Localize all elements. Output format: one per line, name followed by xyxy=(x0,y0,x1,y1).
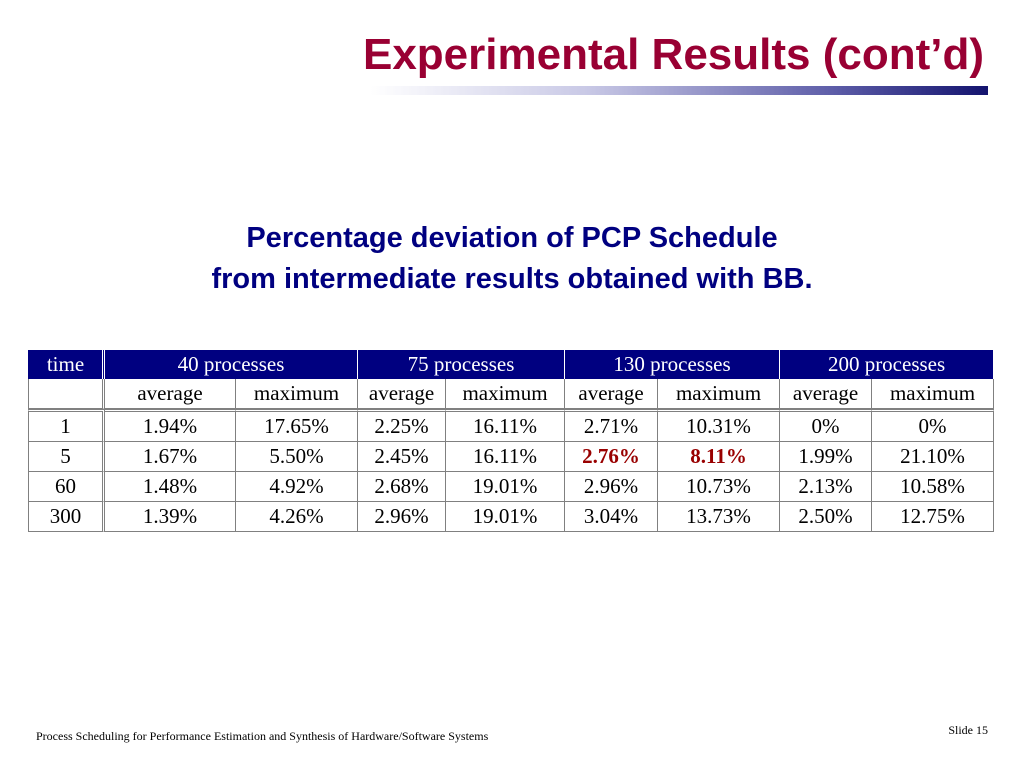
subheader-cell: maximum xyxy=(872,379,995,409)
slide-label: Slide xyxy=(948,723,973,737)
title-underline xyxy=(370,86,988,95)
table-cell: 19.01% xyxy=(446,502,566,532)
table-cell: 4.26% xyxy=(236,502,359,532)
table-cell: 21.10% xyxy=(872,442,995,472)
group-header-75: 75 processes xyxy=(358,350,566,379)
group-header-row: time 40 processes 75 processes 130 proce… xyxy=(28,350,995,379)
table-cell: 2.45% xyxy=(358,442,447,472)
table-cell: 1.39% xyxy=(105,502,236,532)
subheader-cell: maximum xyxy=(446,379,566,409)
empty-header-cell xyxy=(28,379,105,409)
table-cell: 2.71% xyxy=(565,409,659,442)
table-cell: 17.65% xyxy=(236,409,359,442)
table-cell: 2.96% xyxy=(565,472,659,502)
table-cell: 2.50% xyxy=(780,502,873,532)
time-cell: 5 xyxy=(28,442,105,472)
table-cell: 4.92% xyxy=(236,472,359,502)
table-cell: 10.31% xyxy=(658,409,781,442)
subheader-row: average maximum average maximum average … xyxy=(28,379,995,409)
table-cell: 1.67% xyxy=(105,442,236,472)
table-cell: 1.48% xyxy=(105,472,236,502)
table-cell: 1.99% xyxy=(780,442,873,472)
table-cell: 19.01% xyxy=(446,472,566,502)
time-cell: 60 xyxy=(28,472,105,502)
table-caption-line-1: Percentage deviation of PCP Schedule xyxy=(246,222,778,254)
table-row: 5 1.67% 5.50% 2.45% 16.11% 2.76% 8.11% 1… xyxy=(28,442,995,472)
footer-text: Process Scheduling for Performance Estim… xyxy=(36,729,489,743)
table-cell: 5.50% xyxy=(236,442,359,472)
group-header-130: 130 processes xyxy=(565,350,781,379)
table-cell: 0% xyxy=(780,409,873,442)
time-cell: 1 xyxy=(28,409,105,442)
time-cell: 300 xyxy=(28,502,105,532)
slide-title: Experimental Results (cont’d) xyxy=(362,30,984,79)
table-cell: 0% xyxy=(872,409,995,442)
subheader-cell: maximum xyxy=(658,379,781,409)
table-cell: 1.94% xyxy=(105,409,236,442)
group-header-200: 200 processes xyxy=(780,350,995,379)
slide-number-value: 15 xyxy=(976,723,988,737)
subheader-cell: average xyxy=(780,379,873,409)
group-header-40: 40 processes xyxy=(105,350,359,379)
table-cell: 10.58% xyxy=(872,472,995,502)
results-table: time 40 processes 75 processes 130 proce… xyxy=(28,350,995,532)
table-cell: 2.96% xyxy=(358,502,447,532)
table-row: 1 1.94% 17.65% 2.25% 16.11% 2.71% 10.31%… xyxy=(28,409,995,442)
table-cell: 16.11% xyxy=(446,442,566,472)
table-cell: 2.25% xyxy=(358,409,447,442)
table-cell: 2.13% xyxy=(780,472,873,502)
table-row: 60 1.48% 4.92% 2.68% 19.01% 2.96% 10.73%… xyxy=(28,472,995,502)
table-cell: 2.68% xyxy=(358,472,447,502)
table-cell: 16.11% xyxy=(446,409,566,442)
time-header: time xyxy=(28,350,105,379)
table-cell: 3.04% xyxy=(565,502,659,532)
highlighted-cell: 2.76% xyxy=(565,442,659,472)
subheader-cell: average xyxy=(358,379,447,409)
table-caption-line-2: from intermediate results obtained with … xyxy=(211,263,813,295)
table-cell: 12.75% xyxy=(872,502,995,532)
table-cell: 10.73% xyxy=(658,472,781,502)
subheader-cell: average xyxy=(105,379,236,409)
table-cell: 13.73% xyxy=(658,502,781,532)
subheader-cell: maximum xyxy=(236,379,359,409)
highlighted-cell: 8.11% xyxy=(658,442,781,472)
slide-number: Slide 15 xyxy=(948,723,988,738)
subheader-cell: average xyxy=(565,379,659,409)
table-row: 300 1.39% 4.26% 2.96% 19.01% 3.04% 13.73… xyxy=(28,502,995,532)
